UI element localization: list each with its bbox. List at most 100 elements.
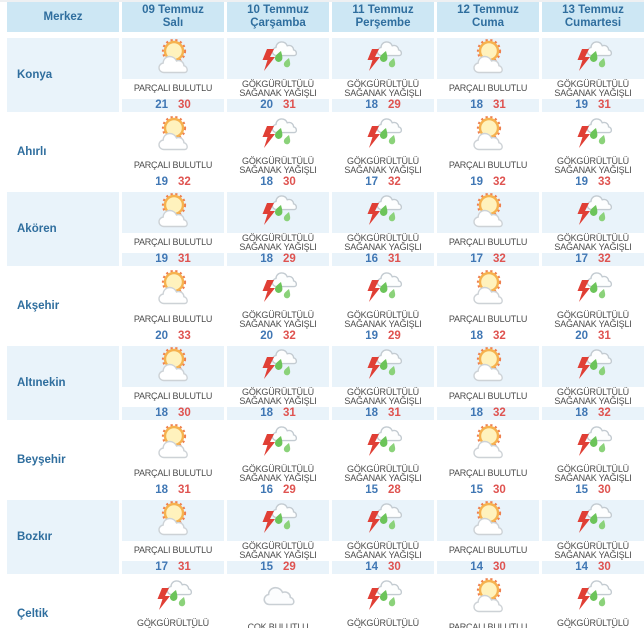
city-name[interactable]: Altınekin — [7, 343, 119, 420]
weather-description: ÇOK BULUTLU — [224, 618, 329, 628]
weather-description: PARÇALI BULUTLU — [119, 156, 224, 176]
weekday-label: Salı — [162, 17, 184, 29]
weather-description: PARÇALI BULUTLU — [119, 233, 224, 253]
cloudy-icon — [256, 577, 300, 613]
thunderstorm-rain-icon — [151, 577, 195, 613]
forecast-row-temperatures: 19 32 18 30 17 32 19 32 19 33 — [7, 176, 644, 189]
min-temp: 17 — [575, 253, 588, 265]
weather-description: PARÇALI BULUTLU — [434, 310, 539, 330]
weather-description: PARÇALI BULUTLU — [119, 387, 224, 407]
weather-icon-cell — [329, 574, 434, 618]
max-temp: 33 — [598, 176, 611, 188]
weather-description: GÖKGÜRÜLTÜLÜ SAĞANAK YAĞIŞLI — [119, 618, 224, 628]
city-name[interactable]: Bozkır — [7, 497, 119, 574]
max-temp: 31 — [283, 99, 296, 111]
temperature-cell: 18 29 — [224, 253, 329, 266]
weather-icon-cell — [119, 497, 224, 541]
max-temp: 30 — [598, 484, 611, 496]
min-temp: 18 — [365, 407, 378, 419]
temperature-cell: 18 31 — [119, 484, 224, 497]
thunderstorm-rain-icon — [571, 346, 615, 382]
max-temp: 30 — [598, 561, 611, 573]
weather-description: PARÇALI BULUTLU — [434, 233, 539, 253]
weather-description: GÖKGÜRÜLTÜLÜ SAĞANAK YAĞIŞLI — [539, 464, 644, 484]
temperature-cell: 18 31 — [224, 407, 329, 420]
city-name[interactable]: Beyşehir — [7, 420, 119, 497]
weather-icon-cell — [224, 420, 329, 464]
weather-description: GÖKGÜRÜLTÜLÜ SAĞANAK YAĞIŞLI — [329, 541, 434, 561]
partly-cloudy-icon — [151, 269, 195, 305]
temperature-cell: 19 31 — [119, 253, 224, 266]
weather-icon-cell — [539, 35, 644, 79]
min-temp: 17 — [365, 176, 378, 188]
temperature-cell: 14 30 — [539, 561, 644, 574]
temperature-cell: 18 30 — [119, 407, 224, 420]
weather-icon-cell — [539, 266, 644, 310]
max-temp: 29 — [388, 330, 401, 342]
weather-icon-cell — [119, 35, 224, 79]
weather-description: PARÇALI BULUTLU — [119, 541, 224, 561]
weather-icon-cell — [119, 189, 224, 233]
max-temp: 31 — [388, 407, 401, 419]
weekday-label: Cumartesi — [564, 17, 622, 29]
weather-description: GÖKGÜRÜLTÜLÜ SAĞANAK YAĞIŞLI — [539, 79, 644, 99]
weather-icon-cell — [329, 343, 434, 387]
temperature-cell: 19 32 — [119, 176, 224, 189]
min-temp: 20 — [260, 330, 273, 342]
weather-icon-cell — [224, 343, 329, 387]
weather-icon-cell — [119, 420, 224, 464]
max-temp: 31 — [178, 561, 191, 573]
temperature-cell: 18 32 — [434, 407, 539, 420]
weekday-label: Çarşamba — [250, 17, 306, 29]
max-temp: 30 — [388, 561, 401, 573]
max-temp: 31 — [598, 330, 611, 342]
temperature-cell: 17 32 — [329, 176, 434, 189]
min-temp: 18 — [155, 407, 168, 419]
weather-description: GÖKGÜRÜLTÜLÜ SAĞANAK YAĞIŞLI — [329, 156, 434, 176]
partly-cloudy-icon — [151, 346, 195, 382]
weather-description: PARÇALI BULUTLU — [119, 310, 224, 330]
thunderstorm-rain-icon — [361, 423, 405, 459]
min-temp: 18 — [155, 484, 168, 496]
day-column-header: 12 Temmuz Cuma — [434, 2, 539, 35]
city-name[interactable]: Akören — [7, 189, 119, 266]
forecast-table: Merkez 09 Temmuz Salı 10 Temmuz Çarşamba 11 … — [7, 2, 644, 628]
weather-description: GÖKGÜRÜLTÜLÜ SAĞANAK YAĞIŞLI — [224, 233, 329, 253]
partly-cloudy-icon — [151, 38, 195, 74]
max-temp: 32 — [493, 407, 506, 419]
weather-description: GÖKGÜRÜLTÜLÜ SAĞANAK YAĞIŞLI — [224, 79, 329, 99]
city-name[interactable]: Ahırlı — [7, 112, 119, 189]
weather-description: GÖKGÜRÜLTÜLÜ SAĞANAK YAĞIŞLI — [224, 310, 329, 330]
thunderstorm-rain-icon — [256, 346, 300, 382]
forecast-row: Akşehir — [7, 266, 644, 343]
weather-description: PARÇALI BULUTLU — [434, 79, 539, 99]
weather-description: PARÇALI BULUTLU — [434, 541, 539, 561]
date-label: 10 Temmuz — [247, 4, 309, 16]
thunderstorm-rain-icon — [256, 269, 300, 305]
temperature-cell: 17 32 — [434, 253, 539, 266]
max-temp: 29 — [388, 99, 401, 111]
min-temp: 17 — [470, 253, 483, 265]
weather-description: PARÇALI BULUTLU — [434, 156, 539, 176]
forecast-row-temperatures: 17 31 15 29 14 30 14 30 14 30 — [7, 561, 644, 574]
max-temp: 32 — [283, 330, 296, 342]
forecast-row-descriptions: PARÇALI BULUTLU GÖKGÜRÜLTÜLÜ SAĞANAK YAĞI… — [7, 79, 644, 99]
city-name[interactable]: Konya — [7, 35, 119, 112]
forecast-row: Akören — [7, 189, 644, 266]
header-row: Merkez 09 Temmuz Salı 10 Temmuz Çarşamba 11 … — [7, 2, 644, 35]
city-name[interactable]: Çeltik — [7, 574, 119, 628]
thunderstorm-rain-icon — [571, 192, 615, 228]
weather-icon-cell — [434, 112, 539, 156]
min-temp: 19 — [575, 176, 588, 188]
weather-icon-cell — [224, 35, 329, 79]
temperature-cell: 15 29 — [224, 561, 329, 574]
weather-icon-cell — [119, 574, 224, 618]
weather-description: GÖKGÜRÜLTÜLÜ SAĞANAK YAĞIŞLI — [224, 156, 329, 176]
city-name[interactable]: Akşehir — [7, 266, 119, 343]
weather-icon-cell — [539, 497, 644, 541]
max-temp: 32 — [598, 253, 611, 265]
weather-icon-cell — [434, 574, 539, 618]
weather-description: PARÇALI BULUTLU — [434, 387, 539, 407]
max-temp: 29 — [283, 484, 296, 496]
